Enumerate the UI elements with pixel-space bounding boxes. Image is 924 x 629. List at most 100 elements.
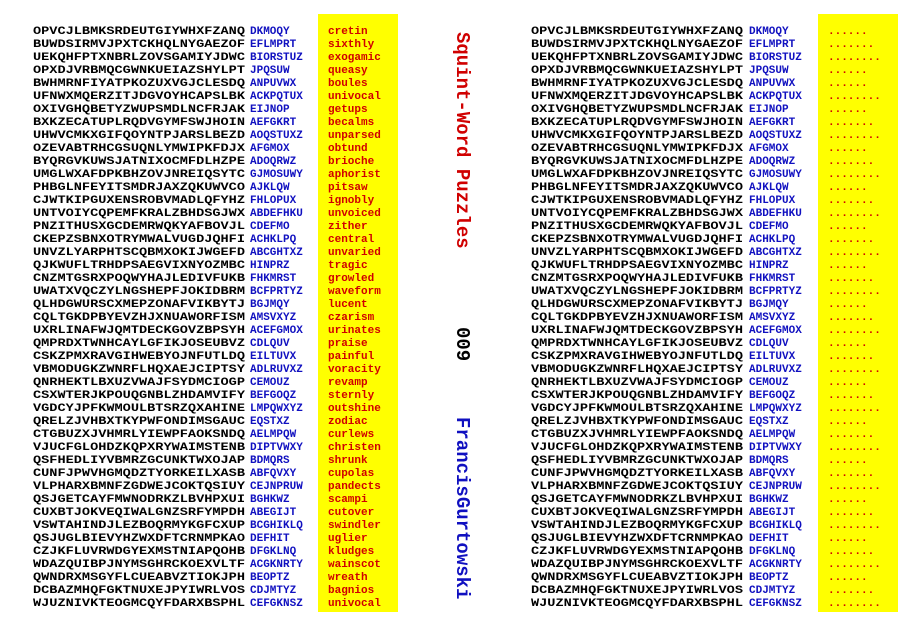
letter-key: BEOPTZ [250, 572, 290, 584]
letter-grid-row: QMPRDXTWNHCAYLGFIKJOSEUBVZ [33, 338, 245, 350]
letter-key: EILTUVX [749, 351, 796, 363]
letter-grid-row: QWNDRXMSGYFLCUEABVZTIOKJPH [531, 572, 743, 584]
letter-key: BIORSTUZ [749, 52, 802, 64]
letter-key: CEMOUZ [749, 377, 789, 389]
answer-word: unvoiced [328, 208, 381, 220]
letter-key: ADLRUVXZ [250, 364, 303, 376]
letter-grid-row: UNTVOIYCQPEMFKRALZBHDSGJWX [33, 208, 245, 220]
letter-key: ABEGIJT [250, 507, 297, 519]
letter-grid-row: QSJGETCAYFMWNODRKZLBVHPXUI [531, 494, 743, 506]
letter-grid-row: CUNFJPWVHGMQDZTYORKEILXASB [33, 468, 245, 480]
answer-word: waveform [328, 286, 381, 298]
letter-key: CDLQUV [250, 338, 290, 350]
letter-key: AELMPQW [250, 429, 297, 441]
answer-word: ....... [828, 312, 874, 324]
letter-key: HINPRZ [749, 260, 789, 272]
answer-word: ....... [828, 273, 874, 285]
letter-grid-row: UFNWXMQERZITJDGVOYHCAPSLBK [33, 91, 245, 103]
letter-key: ABDEFHKU [749, 208, 802, 220]
letter-key: BEOPTZ [749, 572, 789, 584]
letter-grid-row: UEKQHFPTXNBRLZOVSGAMIYJDWC [33, 52, 245, 64]
letter-key: GJMOSUWY [749, 169, 802, 181]
letter-key: CDJMTYZ [749, 585, 796, 597]
answer-word: ....... [828, 546, 874, 558]
letter-key: AEFGKRT [749, 117, 796, 129]
letter-key: ANPUVWX [250, 78, 297, 90]
letter-grid-row: OPVCJLBMKSRDEUTGIYWHXFZANQ [531, 26, 743, 38]
answer-word: ....... [828, 390, 874, 402]
answer-word: wreath [328, 572, 368, 584]
answer-word: sixthly [328, 39, 375, 51]
letter-key: ABDEFHKU [250, 208, 303, 220]
answer-word: ignobly [328, 195, 375, 207]
answer-word: univocal [328, 598, 381, 610]
letter-grid-row: CZJKFLUVRWDGYEXMSTNIAPQOHB [33, 546, 245, 558]
answer-word: ........ [828, 247, 881, 259]
letter-key: BDMQRS [250, 455, 290, 467]
answer-word: ........ [828, 520, 881, 532]
letter-grid-row: UNVZLYARPHTSCQBMXOKIJWGEFD [33, 247, 245, 259]
letter-grid-row: BYQRGVKUWSJATNIXOCMFDLHZPE [33, 156, 245, 168]
letter-key: DEFHIT [749, 533, 789, 545]
letter-grid-row: BWHMRNFIYATPKOZUXVGJCLESDQ [33, 78, 245, 90]
answer-word: ........ [828, 325, 881, 337]
letter-grid-row: CQLTGKDPBYEVZHJXNUAWORFISM [33, 312, 245, 324]
letter-grid-row: QJKWUFLTRHDPSAEGVIXNYOZMBC [531, 260, 743, 272]
letter-grid-row: WJUZNIVKTEOGMCQYFDARXBSPHL [531, 598, 743, 610]
side-title: Squint-Word Puzzles 009 FrancisGurtowski [451, 32, 473, 599]
letter-key: CDEFMO [250, 221, 290, 233]
letter-key: BCGHIKLQ [250, 520, 303, 532]
answer-word: voracity [328, 364, 381, 376]
letter-grid-row: CKEPZSBNXOTRYMWALVUGDJQHFI [531, 234, 743, 246]
letter-grid-row: UEKQHFPTXNBRLZOVSGAMIYJDWC [531, 52, 743, 64]
letter-grid-row: DCBAZMHQFGKTNUXEJPYIWRLVOS [33, 585, 245, 597]
letter-key: DIPTVWXY [250, 442, 303, 454]
letter-key: GJMOSUWY [250, 169, 303, 181]
answer-word: christen [328, 442, 381, 454]
letter-key: EFLMPRT [749, 39, 796, 51]
answer-word: ...... [828, 533, 868, 545]
letter-grid-row: PNZITHUSXGCDEMRWQKYAFBOVJL [33, 221, 245, 233]
answer-word: ....... [828, 429, 874, 441]
answer-word: outshine [328, 403, 381, 415]
answer-word: getups [328, 104, 368, 116]
letter-grid-row: UWATXVQCZYLNGSHEPFJOKIDBRM [33, 286, 245, 298]
answer-word: ...... [828, 416, 868, 428]
answer-word: queasy [328, 65, 368, 77]
answer-word: ........ [828, 598, 881, 610]
answer-word: ........ [828, 91, 881, 103]
letter-key: FHKMRST [749, 273, 796, 285]
author: FrancisGurtowski [451, 417, 473, 599]
letter-key: JPQSUW [749, 65, 789, 77]
answer-word: ...... [828, 260, 868, 272]
letter-grid-row: BXKZECATUPLRQDVGYMFSWJHOIN [33, 117, 245, 129]
answer-word: scampi [328, 494, 368, 506]
answer-word: zither [328, 221, 368, 233]
answer-word: urinates [328, 325, 381, 337]
letter-grid-row: QLHDGWURSCXMEPZONAFVIKBYTJ [531, 299, 743, 311]
letter-key: LMPQWXYZ [250, 403, 303, 415]
letter-grid-row: QNRHEKTLBXUZVWAJFSYDMCIOGP [531, 377, 743, 389]
letter-grid-row: CSKZPMXRAVGIHWEBYOJNFUTLDQ [531, 351, 743, 363]
answer-word: zodiac [328, 416, 368, 428]
answer-word: cretin [328, 26, 368, 38]
letter-grid-row: CKEPZSBNXOTRYMWALVUGDJQHFI [33, 234, 245, 246]
letter-grid-row: UWATXVQCZYLNGSHEPFJOKIDBRM [531, 286, 743, 298]
answer-word: ...... [828, 221, 868, 233]
answer-word: ....... [828, 507, 874, 519]
answer-word: ........ [828, 169, 881, 181]
letter-key: EQSTXZ [250, 416, 290, 428]
letter-key: DKMOQY [250, 26, 290, 38]
letter-grid-row: BWHMRNFIYATPKOZUXVGJCLESDQ [531, 78, 743, 90]
letter-key: EILTUVX [250, 351, 297, 363]
answer-word: ........ [828, 559, 881, 571]
letter-key: AJKLQW [250, 182, 290, 194]
answer-word: lucent [328, 299, 368, 311]
letter-key: ADOQRWZ [250, 156, 297, 168]
answer-word: ...... [828, 65, 868, 77]
letter-key: ACGKNRTY [250, 559, 303, 571]
letter-grid-row: QWNDRXMSGYFLCUEABVZTIOKJPH [33, 572, 245, 584]
answer-word: brioche [328, 156, 375, 168]
answer-word: cutover [328, 507, 374, 519]
letter-grid-row: CTGBUZXJVHMRLYIEWPFAOKSNDQ [33, 429, 245, 441]
